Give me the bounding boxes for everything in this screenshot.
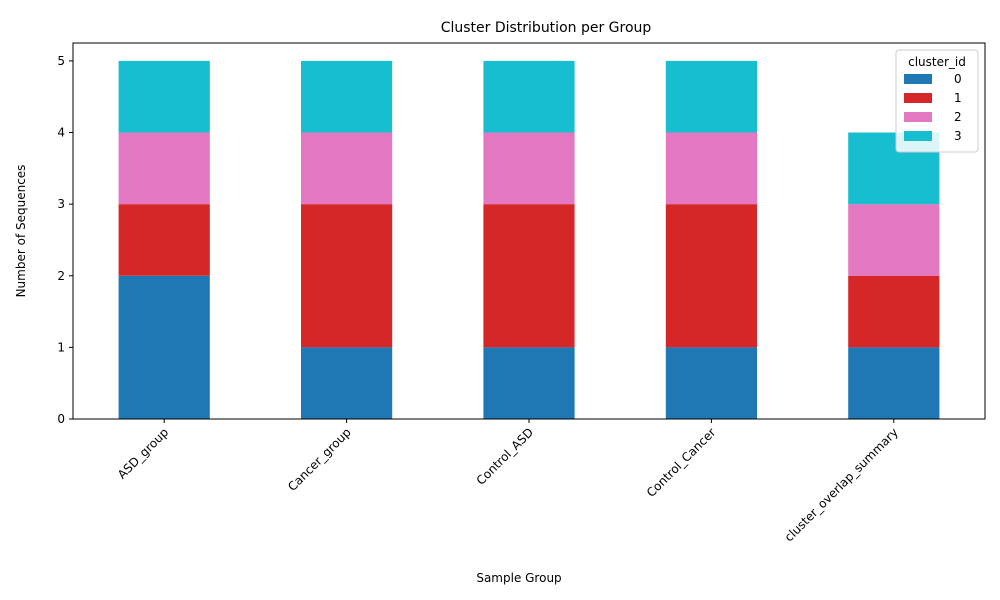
bar-ASD_group-cluster-1	[118, 204, 210, 276]
bar-Control_Cancer-cluster-1	[665, 204, 757, 348]
bar-cluster_overlap_summary-cluster-2	[848, 204, 940, 276]
x-axis-label: Sample Group	[476, 571, 561, 585]
legend-swatch-2	[904, 112, 932, 122]
x-tick-label: Cancer_group	[285, 425, 354, 494]
legend-swatch-0	[904, 74, 932, 84]
bar-Control_ASD-cluster-0	[483, 347, 575, 419]
y-tick-label: 2	[57, 269, 65, 283]
bars-layer	[118, 60, 940, 419]
legend-items: 0 1 2 3	[904, 72, 962, 143]
bar-Control_ASD-cluster-2	[483, 132, 575, 205]
bar-Cancer_group-cluster-2	[301, 132, 393, 205]
legend-label-0: 0	[954, 72, 962, 86]
y-axis: 0 1 2 3 4 5	[57, 54, 73, 426]
legend-label-1: 1	[954, 91, 962, 105]
bar-cluster_overlap_summary-cluster-1	[848, 275, 940, 348]
bar-Control_Cancer-cluster-0	[665, 347, 757, 419]
bar-Cancer_group-cluster-0	[301, 347, 393, 419]
bar-ASD_group-cluster-0	[118, 275, 210, 419]
bar-Control_ASD-cluster-3	[483, 60, 575, 133]
bar-Control_ASD-cluster-1	[483, 204, 575, 348]
x-tick-label: cluster_overlap_summary	[782, 425, 901, 544]
legend-title: cluster_id	[908, 55, 966, 69]
legend-label-2: 2	[954, 110, 962, 124]
legend-swatch-3	[904, 131, 932, 141]
x-axis: ASD_group Cancer_group Control_ASD Control_…	[115, 419, 901, 544]
legend: cluster_id 0 1 2 3	[895, 49, 979, 153]
bar-Control_Cancer-cluster-3	[665, 60, 757, 133]
x-tick-label: Control_ASD	[474, 425, 537, 488]
bar-Cancer_group-cluster-1	[301, 204, 393, 348]
bar-ASD_group-cluster-2	[118, 132, 210, 205]
y-axis-label: Number of Sequences	[14, 165, 28, 298]
bar-ASD_group-cluster-3	[118, 60, 210, 133]
y-tick-label: 4	[57, 126, 65, 140]
y-tick-label: 5	[57, 54, 65, 68]
legend-swatch-1	[904, 93, 932, 103]
chart-title: Cluster Distribution per Group	[441, 20, 652, 36]
y-tick-label: 0	[57, 412, 65, 426]
bar-Control_Cancer-cluster-2	[665, 132, 757, 205]
x-tick-label: ASD_group	[115, 425, 172, 482]
legend-label-3: 3	[954, 129, 962, 143]
x-tick-label: Control_Cancer	[644, 425, 719, 500]
bar-cluster_overlap_summary-cluster-0	[848, 347, 940, 419]
bar-Cancer_group-cluster-3	[301, 60, 393, 133]
y-tick-label: 3	[57, 197, 65, 211]
y-tick-label: 1	[57, 340, 65, 354]
